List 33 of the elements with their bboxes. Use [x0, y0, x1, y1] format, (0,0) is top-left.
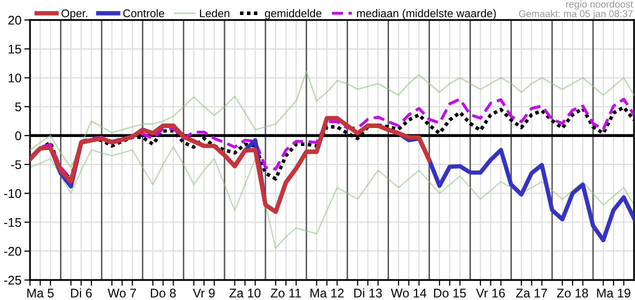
x-tick-label: Ma 12 — [310, 288, 344, 298]
y-tick-label: 5 — [15, 102, 22, 112]
text: Gemaakt: ma 05 jan 08:37 — [519, 10, 633, 20]
y-tick-label: 0 — [15, 131, 22, 140]
y-tick-label: -5 — [11, 160, 22, 170]
legend-label: gemiddelde — [264, 9, 322, 20]
legend-label: Leden — [200, 9, 230, 18]
x-tick-label: Ma 19 — [597, 288, 630, 298]
x-tick-label: Do 8 — [150, 288, 176, 298]
line-series — [30, 116, 432, 214]
x-tick-label: Wo 7 — [108, 288, 136, 298]
x-tick-label: Di 6 — [71, 288, 92, 298]
legend-label: mediaan (middelste waarde) — [357, 9, 496, 20]
x-tick-label: Za 10 — [229, 288, 260, 298]
y-tick-label: -25 — [4, 276, 22, 285]
x-tick-label: Do 15 — [434, 288, 466, 298]
y-tick-label: -10 — [4, 189, 22, 198]
x-tick-label: Di 13 — [354, 288, 382, 298]
x-tick-label: Zo 11 — [270, 288, 301, 298]
x-tick-label: Vr 16 — [476, 288, 505, 298]
y-tick-label: 15 — [8, 44, 22, 54]
legend-label: Controle — [123, 9, 164, 18]
legend-label: Oper. — [62, 9, 88, 20]
y-tick-label: -15 — [4, 218, 22, 227]
text: regio noordoost — [566, 0, 634, 10]
y-tick-label: 20 — [8, 16, 22, 25]
x-tick-label: Zo 18 — [556, 288, 588, 298]
y-tick-label: 10 — [8, 74, 22, 82]
y-tick-label: -20 — [4, 246, 22, 256]
x-tick-label: Wo 14 — [390, 288, 426, 298]
x-tick-label: Za 17 — [516, 288, 547, 298]
x-tick-label: Ma 5 — [27, 288, 54, 298]
x-tick-label: Vr 9 — [192, 288, 215, 298]
